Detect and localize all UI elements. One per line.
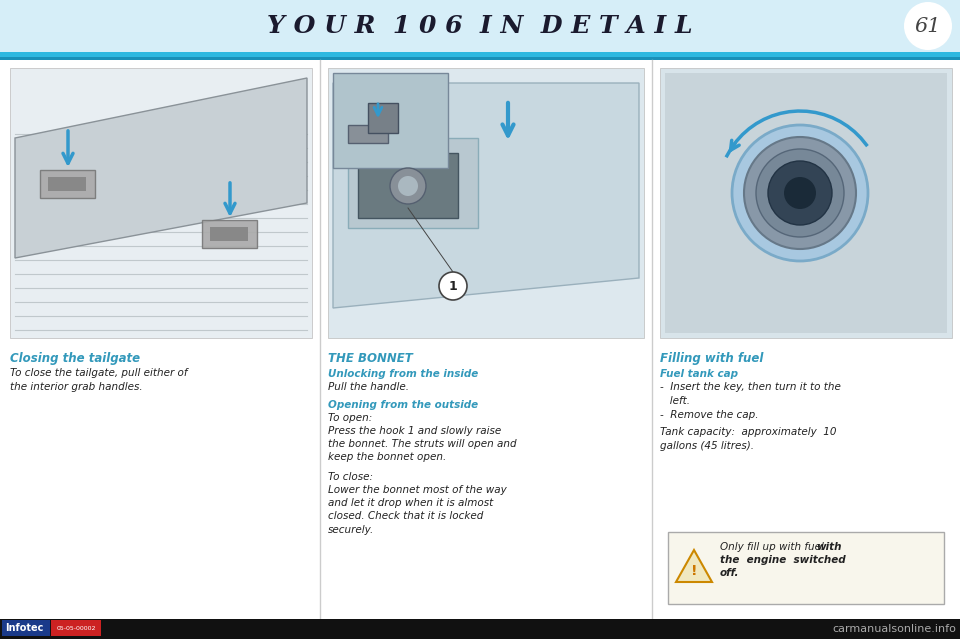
Text: To close:: To close: [328, 472, 373, 482]
Text: 61: 61 [915, 17, 941, 36]
Bar [0, 60, 960, 619]
Bar [668, 532, 944, 604]
Bar [348, 138, 478, 228]
Bar [40, 170, 95, 198]
Text: To open:: To open: [328, 413, 372, 423]
Polygon shape [333, 83, 639, 308]
Circle shape [398, 176, 418, 196]
Bar [333, 73, 448, 168]
Text: Fuel tank cap: Fuel tank cap [660, 369, 738, 379]
Text: with: with [816, 542, 842, 552]
Circle shape [768, 161, 832, 225]
Text: Filling with fuel: Filling with fuel [660, 352, 763, 365]
Polygon shape [676, 550, 712, 582]
Text: Infotec: Infotec [5, 623, 43, 633]
Polygon shape [15, 78, 307, 258]
Bar [2, 620, 50, 636]
Text: Press the hook 1 and slowly raise
the bonnet. The struts will open and
keep the : Press the hook 1 and slowly raise the bo… [328, 426, 516, 463]
Text: 1: 1 [448, 279, 457, 293]
Bar [48, 177, 86, 191]
Bar [210, 227, 248, 241]
Circle shape [904, 2, 952, 50]
Text: Tank capacity:  approximately  10
gallons (45 litres).: Tank capacity: approximately 10 gallons … [660, 427, 836, 451]
Text: Lower the bonnet most of the way
and let it drop when it is almost
closed. Check: Lower the bonnet most of the way and let… [328, 485, 507, 535]
Text: Unlocking from the inside: Unlocking from the inside [328, 369, 478, 379]
Bar [0, 57, 960, 60]
Text: Pull the handle.: Pull the handle. [328, 382, 409, 392]
Bar [51, 620, 101, 636]
Bar [0, 0, 960, 52]
Text: the  engine  switched: the engine switched [720, 555, 846, 565]
Circle shape [784, 177, 816, 209]
Bar [0, 619, 960, 639]
Text: carmanualsonline.info: carmanualsonline.info [832, 624, 956, 634]
Text: 05-05-00002: 05-05-00002 [57, 626, 96, 631]
Text: Opening from the outside: Opening from the outside [328, 400, 478, 410]
Circle shape [744, 137, 856, 249]
Text: -  Insert the key, then turn it to the
   left.
-  Remove the cap.: - Insert the key, then turn it to the le… [660, 382, 841, 420]
Bar [660, 68, 952, 338]
Text: To close the tailgate, pull either of
the interior grab handles.: To close the tailgate, pull either of th… [10, 368, 187, 392]
Circle shape [756, 149, 844, 237]
Circle shape [390, 168, 426, 204]
Circle shape [732, 125, 868, 261]
Text: Closing the tailgate: Closing the tailgate [10, 352, 140, 365]
Bar [10, 68, 312, 338]
Text: off.: off. [720, 568, 739, 578]
Bar [665, 73, 947, 333]
Text: THE BONNET: THE BONNET [328, 352, 413, 365]
Text: !: ! [691, 564, 697, 578]
Bar [0, 52, 960, 57]
Circle shape [439, 272, 467, 300]
Bar [348, 125, 388, 143]
Bar [202, 220, 257, 248]
Bar [328, 68, 644, 338]
Bar [368, 103, 398, 133]
Bar [358, 153, 458, 218]
Text: Only fill up with fuel: Only fill up with fuel [720, 542, 828, 552]
Text: Y O U R  1 0 6  I N  D E T A I L: Y O U R 1 0 6 I N D E T A I L [267, 14, 693, 38]
